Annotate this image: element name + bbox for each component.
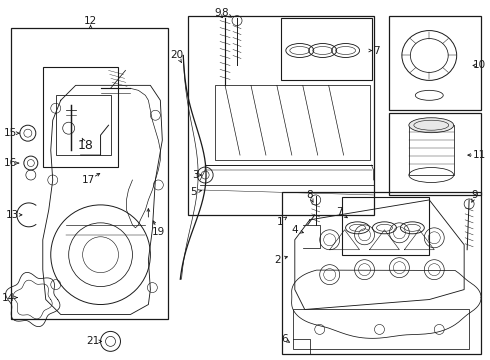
Text: 3: 3 — [192, 170, 198, 180]
Bar — [293, 310, 469, 349]
Text: 17: 17 — [82, 175, 95, 185]
Text: 5: 5 — [190, 187, 196, 197]
Text: 8: 8 — [306, 190, 313, 200]
Bar — [43, 67, 119, 167]
Bar — [56, 95, 111, 155]
Text: 15: 15 — [4, 128, 18, 138]
Text: 11: 11 — [472, 150, 486, 160]
Text: 9: 9 — [472, 190, 478, 200]
Text: 7: 7 — [373, 45, 380, 55]
Text: 13: 13 — [6, 210, 20, 220]
Text: 20: 20 — [171, 50, 184, 60]
Bar — [188, 15, 374, 215]
Bar — [215, 85, 369, 160]
Text: 16: 16 — [4, 158, 18, 168]
Bar — [281, 18, 371, 80]
Text: 7: 7 — [336, 207, 343, 217]
Bar — [409, 125, 454, 175]
Text: 18: 18 — [78, 139, 94, 152]
Text: 14: 14 — [2, 293, 16, 302]
Bar — [342, 197, 429, 255]
Bar — [282, 192, 481, 354]
Text: 1: 1 — [276, 217, 283, 227]
Text: 9: 9 — [215, 8, 221, 18]
Bar — [11, 28, 168, 319]
Bar — [390, 15, 481, 110]
Text: 21: 21 — [86, 336, 99, 346]
Text: 4: 4 — [292, 225, 298, 235]
Text: 2: 2 — [274, 255, 281, 265]
Text: 8: 8 — [221, 8, 227, 18]
Ellipse shape — [409, 118, 454, 133]
Text: 12: 12 — [84, 15, 97, 26]
Text: 10: 10 — [472, 60, 486, 71]
Text: 6: 6 — [282, 334, 288, 345]
Text: 19: 19 — [152, 227, 165, 237]
Bar — [390, 113, 481, 195]
